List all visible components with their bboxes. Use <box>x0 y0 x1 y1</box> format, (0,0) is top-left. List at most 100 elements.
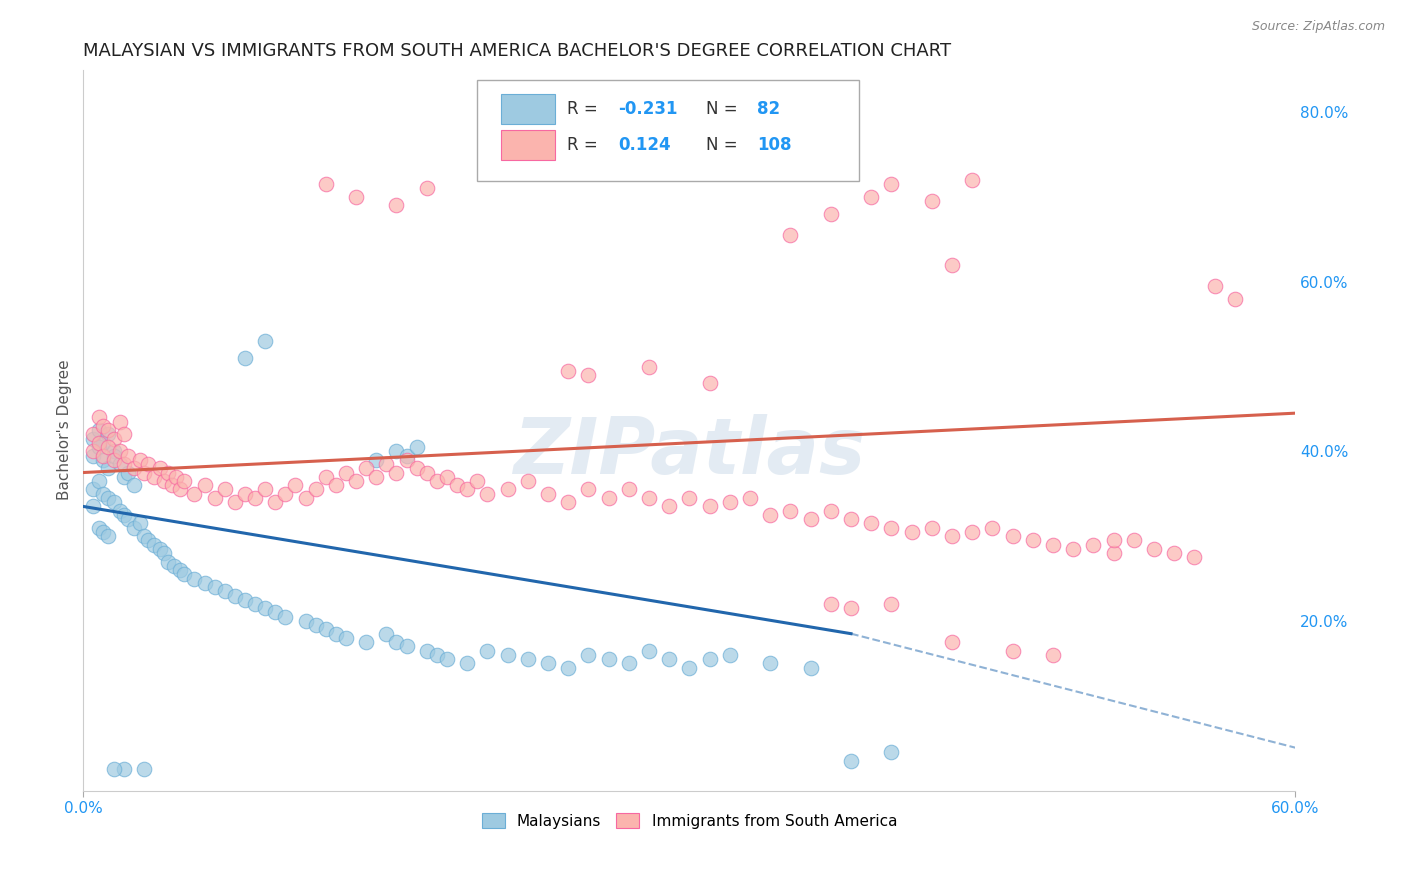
Point <box>496 648 519 662</box>
Point <box>1022 533 1045 548</box>
Point <box>93 418 115 433</box>
Point <box>860 190 883 204</box>
Point <box>153 546 176 560</box>
Point <box>638 359 661 374</box>
Point <box>274 609 297 624</box>
Point <box>89 410 111 425</box>
Point <box>143 538 166 552</box>
Point <box>557 660 579 674</box>
Point <box>516 652 538 666</box>
Point <box>820 597 842 611</box>
Point <box>465 474 488 488</box>
Point <box>1102 546 1125 560</box>
Point <box>456 483 478 497</box>
Point <box>1102 533 1125 548</box>
Point <box>617 483 640 497</box>
Point <box>800 660 823 674</box>
Point <box>820 504 842 518</box>
Text: Source: ZipAtlas.com: Source: ZipAtlas.com <box>1251 20 1385 33</box>
Point <box>149 461 172 475</box>
Point <box>516 474 538 488</box>
Point <box>436 469 458 483</box>
Point <box>112 457 135 471</box>
Point <box>880 746 903 760</box>
Point <box>375 626 398 640</box>
Point <box>598 652 620 666</box>
Point <box>366 452 388 467</box>
Point <box>315 623 337 637</box>
Point <box>89 474 111 488</box>
Point <box>1163 546 1185 560</box>
Point <box>900 524 922 539</box>
Point <box>108 444 131 458</box>
Point <box>960 173 983 187</box>
Point <box>243 491 266 505</box>
Point <box>117 449 139 463</box>
Point <box>537 657 560 671</box>
Point <box>839 754 862 768</box>
Point <box>446 478 468 492</box>
Point <box>426 474 449 488</box>
Point <box>214 483 236 497</box>
Point <box>576 483 599 497</box>
Point <box>128 452 150 467</box>
Point <box>157 466 180 480</box>
Point <box>385 466 408 480</box>
Point <box>456 657 478 671</box>
Point <box>82 432 104 446</box>
Point <box>122 478 145 492</box>
Point <box>153 474 176 488</box>
Text: MALAYSIAN VS IMMIGRANTS FROM SOUTH AMERICA BACHELOR'S DEGREE CORRELATION CHART: MALAYSIAN VS IMMIGRANTS FROM SOUTH AMERI… <box>83 42 952 60</box>
Point <box>96 423 118 437</box>
Point <box>103 449 125 463</box>
Point <box>1042 538 1064 552</box>
Point <box>678 491 700 505</box>
Point <box>395 452 418 467</box>
Point <box>89 440 111 454</box>
Point <box>264 606 287 620</box>
FancyBboxPatch shape <box>502 95 555 125</box>
Point <box>315 469 337 483</box>
Point <box>89 521 111 535</box>
Point <box>880 177 903 191</box>
Point <box>224 495 246 509</box>
Point <box>103 444 125 458</box>
Point <box>136 457 159 471</box>
Point <box>112 469 135 483</box>
Point <box>759 508 782 522</box>
Point <box>117 466 139 480</box>
Point <box>169 563 191 577</box>
Text: 108: 108 <box>758 136 792 154</box>
Point <box>344 474 367 488</box>
Point <box>921 194 943 208</box>
Point <box>617 657 640 671</box>
Point <box>254 601 277 615</box>
Point <box>395 449 418 463</box>
Point <box>143 469 166 483</box>
Point <box>82 449 104 463</box>
Point <box>598 491 620 505</box>
Point <box>1001 643 1024 657</box>
Point <box>165 469 187 483</box>
Point <box>103 495 125 509</box>
Text: N =: N = <box>706 100 744 119</box>
Point <box>1042 648 1064 662</box>
Point <box>344 190 367 204</box>
Point <box>576 368 599 382</box>
Point <box>82 444 104 458</box>
Point <box>264 495 287 509</box>
Point <box>132 466 155 480</box>
Point <box>304 483 326 497</box>
Point <box>800 512 823 526</box>
Point <box>1143 541 1166 556</box>
Point <box>204 491 226 505</box>
Point <box>96 440 118 454</box>
Point <box>678 660 700 674</box>
Y-axis label: Bachelor's Degree: Bachelor's Degree <box>58 359 72 500</box>
Point <box>173 474 195 488</box>
Point <box>738 491 761 505</box>
Point <box>941 529 963 543</box>
Point <box>193 478 215 492</box>
Point <box>254 334 277 348</box>
Point <box>416 466 439 480</box>
